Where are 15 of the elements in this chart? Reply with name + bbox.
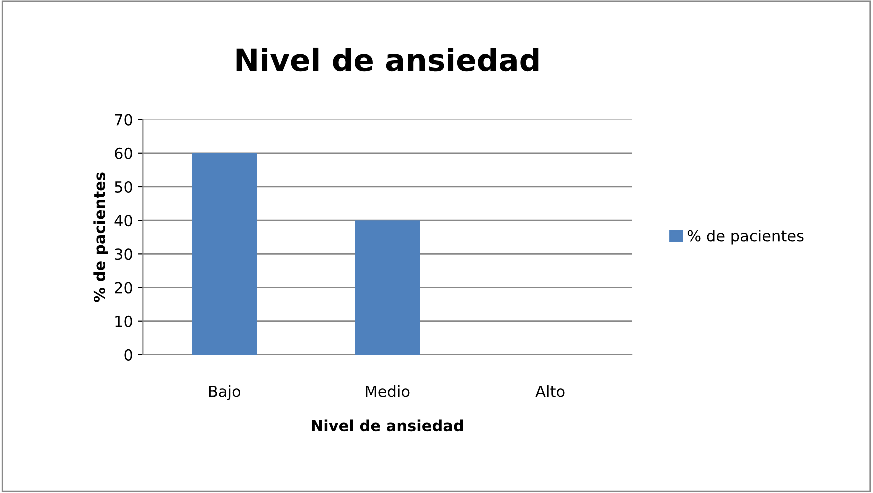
x-tick-label: Medio [366,386,410,398]
x-tick-label: Alto [536,386,565,398]
y-tick-label: 10 [116,316,132,328]
chart-title: Nivel de ansiedad [236,48,539,72]
legend-label: % de pacientes [688,230,804,245]
y-tick-label: 70 [115,114,132,126]
y-tick-label: 30 [115,248,132,260]
y-tick-label: 60 [115,148,132,160]
y-tick-label: 20 [115,282,132,294]
x-tick-label: Bajo [209,386,241,400]
y-axis-title: % de pacientes [94,172,108,302]
y-tick-label: 40 [114,215,132,227]
x-axis-title: Nivel de ansiedad [312,420,464,432]
y-tick-label: 0 [124,349,132,361]
y-tick-label: 50 [115,181,132,194]
